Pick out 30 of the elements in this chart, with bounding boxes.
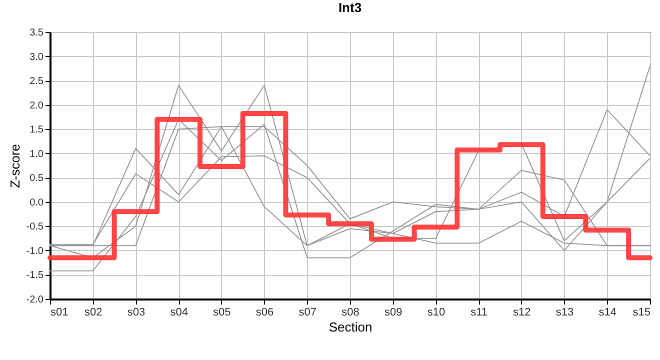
y-tick-label: 3.5	[30, 28, 44, 38]
x-axis-title: Section	[328, 320, 372, 334]
x-tick-label: s09	[384, 306, 402, 318]
y-tick-label: 1.0	[30, 148, 44, 160]
chart-title: Int3	[338, 0, 362, 15]
y-tick-label: -0.5	[26, 222, 44, 233]
x-tick-label: s05	[213, 306, 231, 318]
x-tick-label: s12	[513, 306, 531, 318]
x-tick-label: s15	[632, 306, 650, 318]
x-tick-label: s14	[598, 306, 617, 318]
x-tick-label: s06	[256, 306, 274, 318]
x-tick-label: s07	[298, 306, 317, 318]
y-axis-title: Z-score	[7, 144, 22, 188]
x-tick-label: s02	[84, 306, 102, 318]
y-tick-label: 0.5	[30, 173, 44, 184]
y-tick-label: 1.5	[30, 124, 44, 136]
y-tick-label: 3.0	[30, 52, 44, 63]
y-tick-label: 2.5	[30, 76, 44, 88]
y-tick-label: 2.0	[30, 100, 44, 112]
x-tick-label: s10	[427, 306, 446, 318]
y-tick-label: 0.0	[30, 197, 44, 208]
x-tick-label: s11	[470, 306, 488, 318]
x-tick-label: s08	[342, 306, 360, 318]
x-tick-label: s13	[556, 306, 574, 318]
y-tick-label: -2.0	[26, 294, 44, 306]
x-tick-label: s01	[50, 306, 68, 318]
y-tick-label: -1.5	[26, 270, 44, 282]
y-tick-label: -1.0	[26, 246, 44, 257]
x-tick-label: s03	[127, 306, 146, 318]
x-tick-label: s04	[170, 306, 188, 318]
